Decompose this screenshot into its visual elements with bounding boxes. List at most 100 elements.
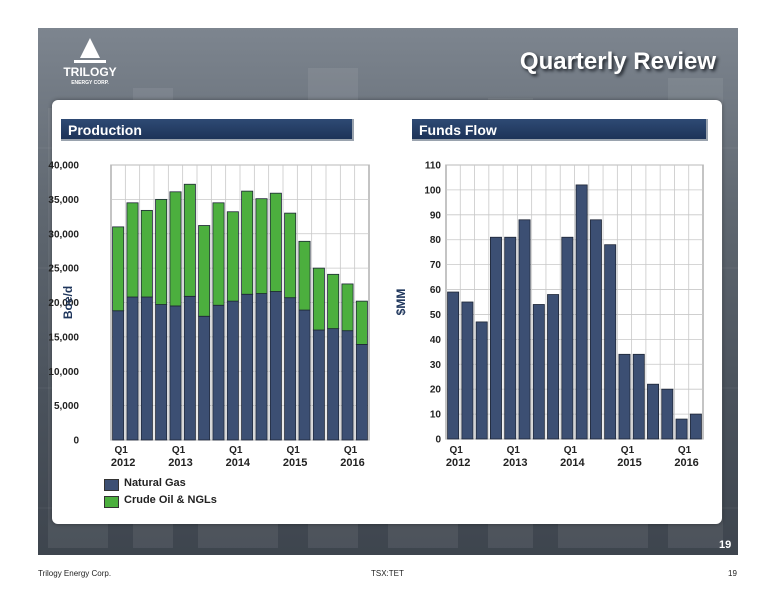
- legend-crude-oil-swatch: [104, 496, 119, 508]
- natural-gas-bar: [327, 328, 340, 441]
- funds-flow-ytick-label: 90: [430, 210, 442, 221]
- natural-gas-bar: [355, 344, 368, 441]
- funds-flow-bar: [447, 291, 460, 440]
- funds-flow-bar: [532, 304, 545, 440]
- natural-gas-bar: [183, 295, 196, 441]
- funds-flow-bar: [632, 353, 645, 440]
- footer-page-number: 19: [728, 569, 737, 578]
- crude-oil-ngls-bar: [126, 202, 139, 298]
- production-ytick-label: 15,000: [48, 332, 79, 343]
- natural-gas-bar: [312, 329, 325, 441]
- funds-flow-ytick-label: 10: [430, 410, 442, 421]
- funds-flow-bar: [661, 388, 674, 440]
- crude-oil-ngls-bar: [212, 202, 225, 306]
- crude-oil-ngls-bar: [140, 209, 153, 298]
- production-ytick-label: 30,000: [48, 229, 79, 240]
- funds-flow-bar: [575, 184, 588, 440]
- natural-gas-bar: [255, 293, 268, 441]
- funds-flow-ytick-label: 40: [430, 335, 442, 346]
- funds-flow-ytick-label: 100: [424, 185, 441, 196]
- funds-flow-bar: [475, 321, 488, 440]
- crude-oil-ngls-bar: [255, 198, 268, 294]
- funds-flow-bar: [689, 413, 702, 440]
- crude-oil-ngls-bar: [284, 212, 297, 299]
- crude-oil-ngls-bar: [269, 192, 282, 292]
- crude-oil-ngls-bar: [241, 190, 254, 295]
- slide-title: Quarterly Review: [519, 48, 716, 75]
- natural-gas-bar: [284, 297, 297, 441]
- production-year-label: 2013: [168, 457, 192, 469]
- funds-flow-bar: [547, 294, 560, 440]
- trilogy-logo: TRILOGY ENERGY CORP.: [50, 34, 130, 90]
- natural-gas-bar: [169, 305, 182, 441]
- production-header: Production: [61, 119, 354, 141]
- natural-gas-bar: [341, 330, 354, 441]
- funds-flow-ytick-label: 60: [430, 285, 442, 296]
- crude-oil-ngls-bar: [198, 225, 211, 317]
- production-ytick-label: 5,000: [54, 401, 79, 412]
- production-quarter-label: Q1: [344, 445, 358, 456]
- production-year-label: 2016: [340, 457, 364, 469]
- crude-oil-ngls-bar: [327, 273, 340, 330]
- natural-gas-bar: [212, 304, 225, 441]
- funds-flow-bar: [461, 301, 474, 440]
- production-quarter-label: Q1: [286, 445, 300, 456]
- crude-oil-ngls-bar: [226, 211, 239, 302]
- production-ytick-label: 25,000: [48, 264, 79, 275]
- footer-ticker: TSX:TET: [371, 569, 404, 578]
- slide-page-number: 19: [719, 539, 732, 551]
- funds-flow-quarter-label: Q1: [564, 445, 578, 456]
- funds-flow-ytick-label: 20: [430, 385, 442, 396]
- natural-gas-bar: [126, 296, 139, 441]
- production-ytick-label: 10,000: [48, 367, 79, 378]
- production-year-label: 2015: [283, 457, 307, 469]
- production-ytick-label: 40,000: [48, 161, 79, 172]
- funds-flow-bar: [589, 219, 602, 440]
- production-quarter-label: Q1: [229, 445, 243, 456]
- logo-triangle-icon: TRILOGY ENERGY CORP.: [63, 38, 117, 86]
- natural-gas-bar: [226, 300, 239, 441]
- natural-gas-bar: [298, 309, 311, 441]
- natural-gas-bar: [112, 310, 125, 441]
- funds-flow-ylabel: $MM: [394, 289, 408, 316]
- funds-flow-year-label: 2014: [560, 457, 585, 469]
- crude-oil-ngls-bar: [169, 191, 182, 307]
- crude-oil-ngls-bar: [312, 267, 325, 331]
- funds-flow-quarter-label: Q1: [621, 445, 635, 456]
- legend-natural-gas-swatch: [104, 479, 119, 491]
- funds-flow-year-label: 2015: [617, 457, 641, 469]
- footer-company: Trilogy Energy Corp.: [38, 569, 112, 578]
- funds-flow-year-label: 2013: [503, 457, 527, 469]
- crude-oil-ngls-bar: [298, 240, 311, 311]
- funds-flow-bar: [618, 353, 631, 440]
- natural-gas-bar: [198, 315, 211, 441]
- natural-gas-bar: [155, 304, 168, 441]
- production-year-label: 2014: [226, 457, 251, 469]
- production-ytick-label: 0: [73, 436, 79, 447]
- production-year-label: 2012: [111, 457, 135, 469]
- production-quarter-label: Q1: [114, 445, 128, 456]
- funds-flow-quarter-label: Q1: [449, 445, 463, 456]
- funds-flow-bar: [518, 219, 531, 440]
- funds-flow-ytick-label: 30: [430, 360, 442, 371]
- natural-gas-bar: [269, 291, 282, 441]
- funds-flow-bar: [490, 236, 502, 440]
- production-ytick-label: 20,000: [48, 298, 79, 309]
- funds-flow-bar: [604, 244, 617, 440]
- funds-flow-ytick-label: 70: [430, 260, 442, 271]
- natural-gas-bar: [140, 296, 153, 441]
- funds-flow-quarter-label: Q1: [678, 445, 692, 456]
- funds-flow-ytick-label: 0: [435, 435, 441, 446]
- logo-tagline: ENERGY CORP.: [71, 80, 109, 86]
- crude-oil-ngls-bar: [183, 183, 196, 297]
- legend-crude-oil-label: Crude Oil & NGLs: [124, 494, 217, 506]
- logo-name: TRILOGY: [63, 65, 116, 79]
- funds-flow-bar: [561, 236, 574, 440]
- funds-flow-bar: [675, 418, 688, 440]
- production-quarter-label: Q1: [172, 445, 186, 456]
- production-ytick-label: 35,000: [48, 195, 79, 206]
- funds-flow-ytick-label: 110: [425, 161, 442, 172]
- crude-oil-ngls-bar: [155, 198, 168, 305]
- funds-flow-year-label: 2012: [446, 457, 470, 469]
